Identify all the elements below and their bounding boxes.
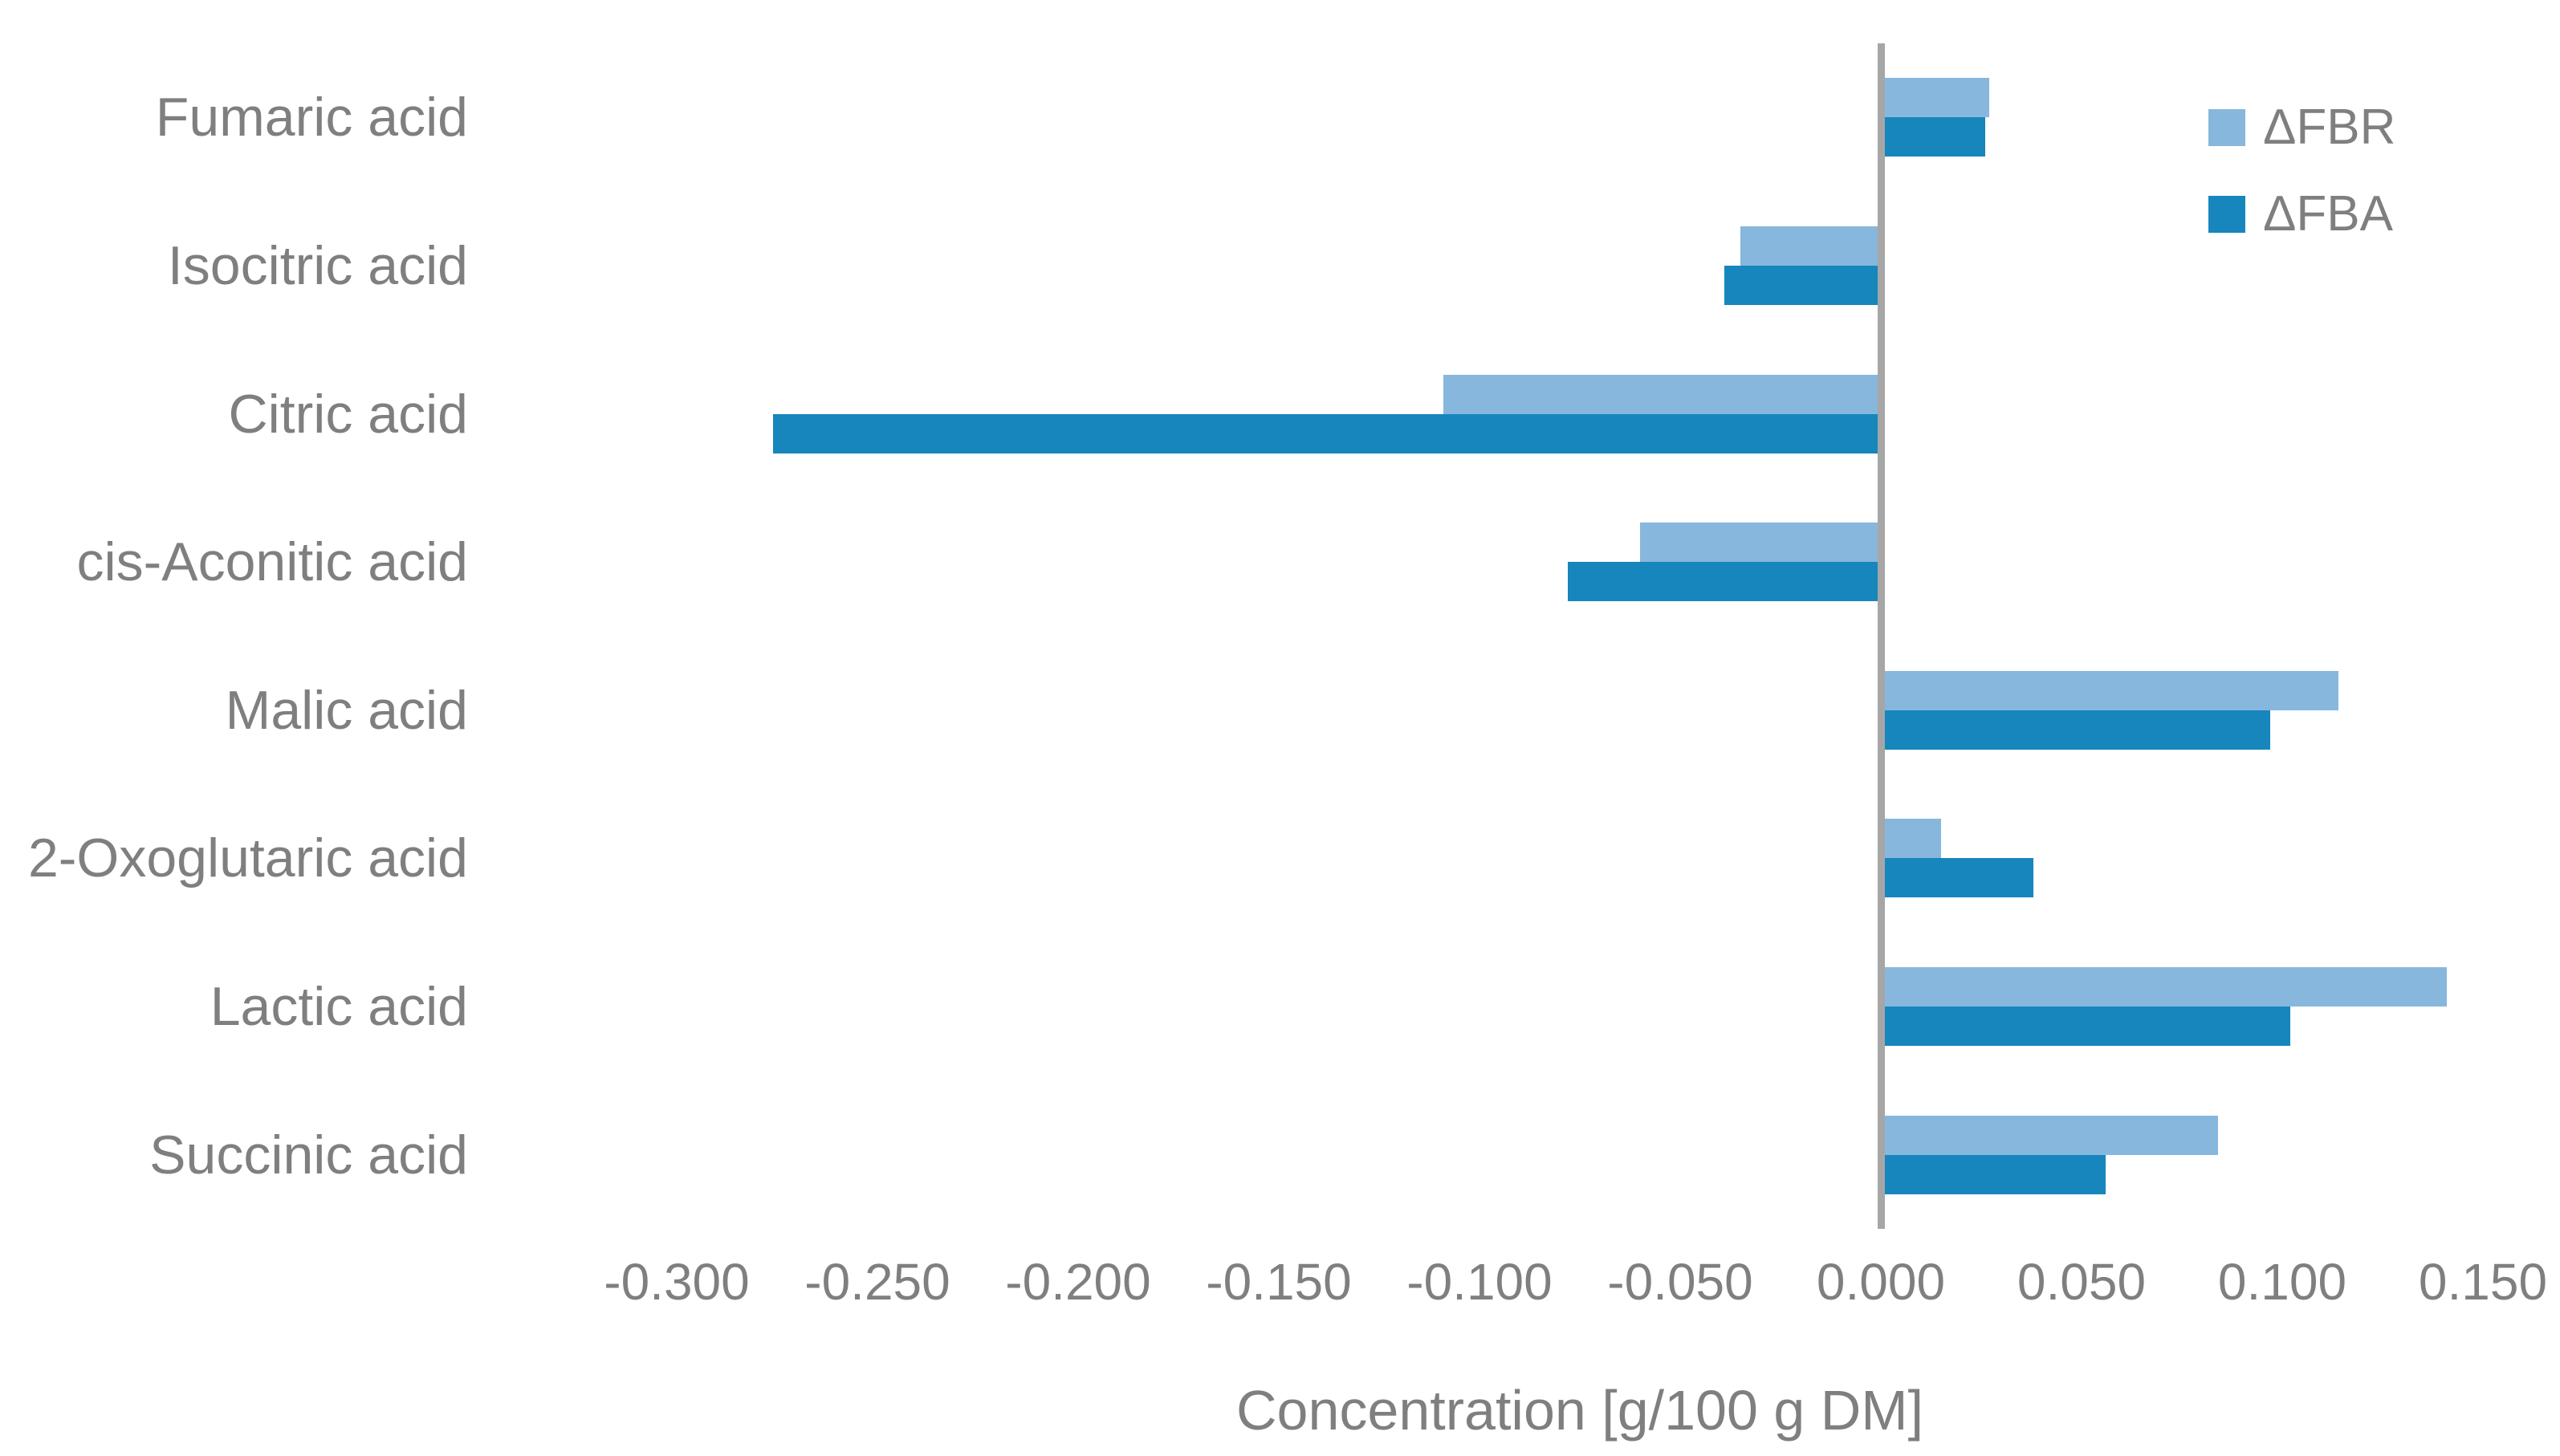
bar-fba-cis-aconitic-acid xyxy=(1568,562,1881,602)
category-label-isocitric-acid: Isocitric acid xyxy=(167,234,468,296)
tick-label-0.150: 0.150 xyxy=(2418,1253,2548,1311)
category-label-lactic-acid: Lactic acid xyxy=(210,976,468,1038)
tick-label--0.100: -0.100 xyxy=(1406,1253,1553,1311)
legend-swatch-fba xyxy=(2208,196,2245,233)
legend-entry-fba: ΔFBA xyxy=(2208,189,2395,239)
legend-label-fba: ΔFBA xyxy=(2263,186,2393,242)
bar-fba-lactic-acid xyxy=(1881,1007,2290,1047)
bar-fba-citric-acid xyxy=(773,413,1881,453)
bar-fbr-malic-acid xyxy=(1881,670,2338,710)
bar-fba-succinic-acid xyxy=(1881,1154,2106,1194)
tick-label--0.200: -0.200 xyxy=(1005,1253,1151,1311)
legend-swatch-fbr xyxy=(2208,109,2245,146)
bar-fba-isocitric-acid xyxy=(1724,265,1881,305)
tick-label--0.050: -0.050 xyxy=(1607,1253,1753,1311)
bar-fbr-citric-acid xyxy=(1443,374,1881,414)
bar-fba-2-oxoglutaric-acid xyxy=(1881,858,2033,898)
legend: ΔFBR ΔFBA xyxy=(2208,103,2395,276)
bar-fbr-isocitric-acid xyxy=(1740,226,1881,266)
legend-label-fbr: ΔFBR xyxy=(2263,100,2396,155)
bar-fba-fumaric-acid xyxy=(1881,117,1985,157)
category-label-2-oxoglutaric-acid: 2-Oxoglutaric acid xyxy=(27,828,468,889)
category-label-citric-acid: Citric acid xyxy=(228,383,469,445)
category-label-fumaric-acid: Fumaric acid xyxy=(155,87,468,148)
bar-fbr-cis-aconitic-acid xyxy=(1640,523,1881,563)
legend-entry-fbr: ΔFBR xyxy=(2208,103,2395,153)
bar-fbr-fumaric-acid xyxy=(1881,78,1989,118)
tick-label-0.000: 0.000 xyxy=(1816,1253,1946,1311)
tick-label--0.150: -0.150 xyxy=(1206,1253,1352,1311)
tick-label-0.050: 0.050 xyxy=(2017,1253,2147,1311)
x-axis-title: Concentration [g/100 g DM] xyxy=(1235,1379,1924,1442)
tick-label--0.250: -0.250 xyxy=(804,1253,950,1311)
bar-fbr-lactic-acid xyxy=(1881,967,2447,1007)
category-label-malic-acid: Malic acid xyxy=(225,679,468,741)
tick-label-0.100: 0.100 xyxy=(2217,1253,2347,1311)
category-label-succinic-acid: Succinic acid xyxy=(149,1124,468,1186)
bar-fbr-succinic-acid xyxy=(1881,1115,2218,1155)
bar-fbr-2-oxoglutaric-acid xyxy=(1881,819,1941,859)
plot-area xyxy=(677,43,2483,1229)
value-axis-zero-line xyxy=(1877,43,1885,1229)
category-label-cis-aconitic-acid: cis-Aconitic acid xyxy=(76,531,469,593)
bar-fba-malic-acid xyxy=(1881,710,2270,750)
tick-label--0.300: -0.300 xyxy=(604,1253,750,1311)
